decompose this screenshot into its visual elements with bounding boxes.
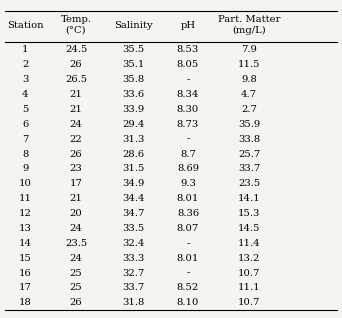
Text: 6: 6 xyxy=(22,120,28,129)
Text: 8.53: 8.53 xyxy=(177,45,199,54)
Text: Temp.
(°C): Temp. (°C) xyxy=(61,15,92,35)
Text: 8.36: 8.36 xyxy=(177,209,199,218)
Text: 9: 9 xyxy=(22,164,28,173)
Text: 2: 2 xyxy=(22,60,28,69)
Text: 8.05: 8.05 xyxy=(177,60,199,69)
Text: Part. Matter
(mg/L): Part. Matter (mg/L) xyxy=(218,15,280,35)
Text: 18: 18 xyxy=(19,298,31,308)
Text: 2.7: 2.7 xyxy=(241,105,257,114)
Text: 8.07: 8.07 xyxy=(177,224,199,233)
Text: 8.7: 8.7 xyxy=(180,149,196,158)
Text: 13.2: 13.2 xyxy=(238,254,260,263)
Text: 8.34: 8.34 xyxy=(177,90,199,99)
Text: 15.3: 15.3 xyxy=(238,209,260,218)
Text: 8.01: 8.01 xyxy=(177,194,199,203)
Text: 26: 26 xyxy=(70,298,82,308)
Text: 35.8: 35.8 xyxy=(122,75,145,84)
Text: 34.4: 34.4 xyxy=(122,194,145,203)
Text: -: - xyxy=(186,75,190,84)
Text: 35.1: 35.1 xyxy=(122,60,145,69)
Text: 26.5: 26.5 xyxy=(65,75,87,84)
Text: 8.69: 8.69 xyxy=(177,164,199,173)
Text: 7.9: 7.9 xyxy=(241,45,257,54)
Text: 8.10: 8.10 xyxy=(177,298,199,308)
Text: 33.7: 33.7 xyxy=(122,283,145,293)
Text: 11: 11 xyxy=(18,194,31,203)
Text: 8.01: 8.01 xyxy=(177,254,199,263)
Text: Salinity: Salinity xyxy=(114,21,153,30)
Text: 33.5: 33.5 xyxy=(122,224,145,233)
Text: 31.8: 31.8 xyxy=(122,298,145,308)
Text: 24: 24 xyxy=(69,224,82,233)
Text: 20: 20 xyxy=(70,209,82,218)
Text: 21: 21 xyxy=(69,194,82,203)
Text: 14.1: 14.1 xyxy=(238,194,260,203)
Text: 8.52: 8.52 xyxy=(177,283,199,293)
Text: 11.5: 11.5 xyxy=(238,60,260,69)
Text: 33.7: 33.7 xyxy=(238,164,260,173)
Text: -: - xyxy=(186,135,190,144)
Text: 35.9: 35.9 xyxy=(238,120,260,129)
Text: 10.7: 10.7 xyxy=(238,269,260,278)
Text: 11.4: 11.4 xyxy=(238,239,260,248)
Text: 8.30: 8.30 xyxy=(177,105,199,114)
Text: 8: 8 xyxy=(22,149,28,158)
Text: 23: 23 xyxy=(70,164,82,173)
Text: 4: 4 xyxy=(22,90,28,99)
Text: 24: 24 xyxy=(69,120,82,129)
Text: 34.9: 34.9 xyxy=(122,179,145,188)
Text: 10: 10 xyxy=(19,179,31,188)
Text: 12: 12 xyxy=(19,209,31,218)
Text: 14: 14 xyxy=(18,239,31,248)
Text: 17: 17 xyxy=(69,179,82,188)
Text: -: - xyxy=(186,239,190,248)
Text: 35.5: 35.5 xyxy=(122,45,145,54)
Text: pH: pH xyxy=(180,21,196,30)
Text: 9.8: 9.8 xyxy=(241,75,257,84)
Text: 33.6: 33.6 xyxy=(123,90,145,99)
Text: 26: 26 xyxy=(70,149,82,158)
Text: 21: 21 xyxy=(69,90,82,99)
Text: 32.4: 32.4 xyxy=(122,239,145,248)
Text: 22: 22 xyxy=(70,135,82,144)
Text: 9.3: 9.3 xyxy=(180,179,196,188)
Text: 25: 25 xyxy=(70,269,82,278)
Text: 24.5: 24.5 xyxy=(65,45,87,54)
Text: 7: 7 xyxy=(22,135,28,144)
Text: 1: 1 xyxy=(22,45,28,54)
Text: -: - xyxy=(186,269,190,278)
Text: 33.9: 33.9 xyxy=(122,105,145,114)
Text: 33.3: 33.3 xyxy=(122,254,145,263)
Text: 26: 26 xyxy=(70,60,82,69)
Text: 13: 13 xyxy=(19,224,31,233)
Text: 25.7: 25.7 xyxy=(238,149,260,158)
Text: 31.5: 31.5 xyxy=(122,164,145,173)
Text: 24: 24 xyxy=(69,254,82,263)
Text: 23.5: 23.5 xyxy=(65,239,87,248)
Text: 5: 5 xyxy=(22,105,28,114)
Text: 3: 3 xyxy=(22,75,28,84)
Text: 4.7: 4.7 xyxy=(241,90,257,99)
Text: Station: Station xyxy=(7,21,43,30)
Text: 10.7: 10.7 xyxy=(238,298,260,308)
Text: 11.1: 11.1 xyxy=(238,283,260,293)
Text: 25: 25 xyxy=(70,283,82,293)
Text: 32.7: 32.7 xyxy=(122,269,145,278)
Text: 21: 21 xyxy=(69,105,82,114)
Text: 23.5: 23.5 xyxy=(238,179,260,188)
Text: 33.8: 33.8 xyxy=(238,135,260,144)
Text: 31.3: 31.3 xyxy=(122,135,145,144)
Text: 14.5: 14.5 xyxy=(238,224,260,233)
Text: 29.4: 29.4 xyxy=(122,120,145,129)
Text: 17: 17 xyxy=(19,283,31,293)
Text: 28.6: 28.6 xyxy=(123,149,145,158)
Text: 34.7: 34.7 xyxy=(122,209,145,218)
Text: 15: 15 xyxy=(19,254,31,263)
Text: 16: 16 xyxy=(19,269,31,278)
Text: 8.73: 8.73 xyxy=(177,120,199,129)
